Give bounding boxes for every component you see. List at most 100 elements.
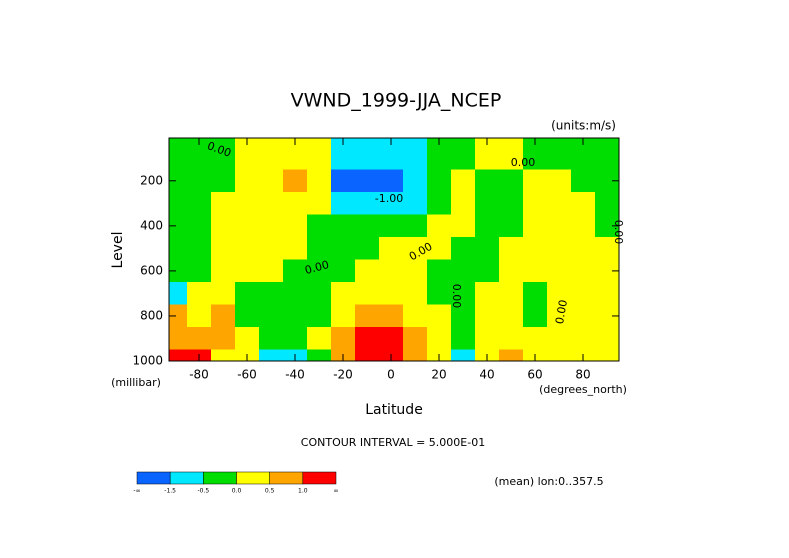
contour-cell bbox=[547, 304, 572, 328]
contour-cell bbox=[259, 237, 284, 261]
contour-cell bbox=[307, 237, 332, 261]
contour-cell bbox=[523, 192, 548, 216]
contour-cell bbox=[427, 169, 452, 193]
contour-cell bbox=[355, 259, 380, 283]
x-tick-label: -40 bbox=[285, 368, 305, 382]
contour-cell bbox=[331, 304, 356, 328]
contour-cell bbox=[451, 138, 476, 171]
contour-cell bbox=[403, 169, 428, 193]
contour-cell bbox=[403, 138, 428, 171]
contour-label: 0.00 bbox=[303, 258, 330, 277]
colorbar-label: ∞ bbox=[334, 488, 339, 495]
contour-cell bbox=[307, 214, 332, 238]
contour-cell bbox=[355, 192, 380, 216]
contour-field bbox=[169, 138, 619, 361]
contour-cell bbox=[169, 192, 188, 216]
contour-cell bbox=[571, 214, 596, 238]
chart-subtitle: (units:m/s) bbox=[551, 119, 616, 133]
colorbar-label: -1.5 bbox=[164, 488, 176, 495]
contour-cell bbox=[259, 214, 284, 238]
colorbar-swatch bbox=[236, 471, 270, 485]
contour-cell bbox=[307, 138, 332, 171]
y-tick-label: 600 bbox=[140, 263, 163, 277]
contour-label: 0.00 bbox=[612, 220, 625, 245]
contour-cell bbox=[283, 169, 308, 193]
x-tick-label: 0 bbox=[387, 368, 395, 382]
contour-cell bbox=[379, 237, 404, 261]
contour-cell bbox=[259, 192, 284, 216]
contour-cell bbox=[547, 259, 572, 283]
contour-label: 0.00 bbox=[511, 156, 536, 169]
colorbar-swatch bbox=[136, 471, 171, 485]
contour-cell bbox=[211, 259, 236, 283]
contour-cell bbox=[499, 214, 524, 238]
contour-cell bbox=[355, 349, 380, 361]
contour-cell bbox=[451, 192, 476, 216]
contour-cell bbox=[499, 259, 524, 283]
contour-cell bbox=[403, 237, 428, 261]
contour-cell bbox=[259, 169, 284, 193]
contour-cell bbox=[403, 304, 428, 328]
chart-title: VWND_1999-JJA_NCEP bbox=[291, 90, 502, 112]
contour-cell bbox=[379, 214, 404, 238]
contour-cell bbox=[283, 237, 308, 261]
colorbar-label: 1.0 bbox=[298, 488, 308, 495]
contour-cell bbox=[427, 327, 452, 351]
contour-cell bbox=[379, 327, 404, 351]
contour-cell bbox=[307, 192, 332, 216]
contour-cell bbox=[235, 214, 260, 238]
contour-cell bbox=[475, 259, 500, 283]
contour-cell bbox=[187, 282, 212, 306]
contour-cell bbox=[211, 192, 236, 216]
contour-cell bbox=[235, 169, 260, 193]
contour-cell bbox=[259, 138, 284, 171]
contour-cell bbox=[451, 327, 476, 351]
contour-cell bbox=[499, 169, 524, 193]
contour-cell bbox=[355, 304, 380, 328]
contour-cell bbox=[211, 327, 236, 351]
contour-cell bbox=[187, 192, 212, 216]
contour-cell bbox=[403, 349, 428, 361]
contour-cell bbox=[523, 237, 548, 261]
contour-cell bbox=[523, 327, 548, 351]
contour-cell bbox=[307, 259, 332, 283]
contour-cell bbox=[571, 282, 596, 306]
contour-cell bbox=[499, 282, 524, 306]
contour-interval: CONTOUR INTERVAL = 5.000E-01 bbox=[301, 436, 485, 449]
contour-cell bbox=[211, 282, 236, 306]
contour-cell bbox=[547, 237, 572, 261]
contour-cell bbox=[523, 282, 548, 306]
colorbar-label: -0.5 bbox=[197, 488, 209, 495]
contour-cell bbox=[451, 282, 476, 306]
contour-cell bbox=[235, 304, 260, 328]
contour-cell bbox=[499, 138, 524, 171]
contour-cell bbox=[427, 192, 452, 216]
contour-cell bbox=[595, 214, 619, 238]
contour-cell bbox=[427, 282, 452, 306]
contour-label: 0.00 bbox=[450, 284, 463, 309]
contour-cell bbox=[169, 259, 188, 283]
contour-cell bbox=[595, 282, 619, 306]
contour-cell bbox=[169, 304, 188, 328]
contour-label: 0.00 bbox=[553, 299, 570, 325]
contour-cell bbox=[475, 169, 500, 193]
colorbar: -∞ -1.5 -0.5 0.0 0.5 1.0 ∞ bbox=[133, 471, 339, 495]
contour-cell bbox=[283, 259, 308, 283]
contour-cell bbox=[571, 259, 596, 283]
contour-cell bbox=[595, 192, 619, 216]
contour-cell bbox=[283, 192, 308, 216]
contour-cell bbox=[235, 192, 260, 216]
x-axis-units: (degrees_north) bbox=[539, 383, 627, 396]
contour-cell bbox=[169, 237, 188, 261]
contour-cell bbox=[547, 192, 572, 216]
contour-cell bbox=[169, 169, 188, 193]
contour-cell bbox=[403, 192, 428, 216]
y-axis-units: (millibar) bbox=[111, 376, 161, 389]
contour-cell bbox=[475, 304, 500, 328]
contour-cell bbox=[571, 327, 596, 351]
contour-cell bbox=[187, 237, 212, 261]
contour-cell bbox=[331, 214, 356, 238]
contour-cell bbox=[547, 327, 572, 351]
contour-cell bbox=[259, 259, 284, 283]
contour-cell bbox=[475, 327, 500, 351]
